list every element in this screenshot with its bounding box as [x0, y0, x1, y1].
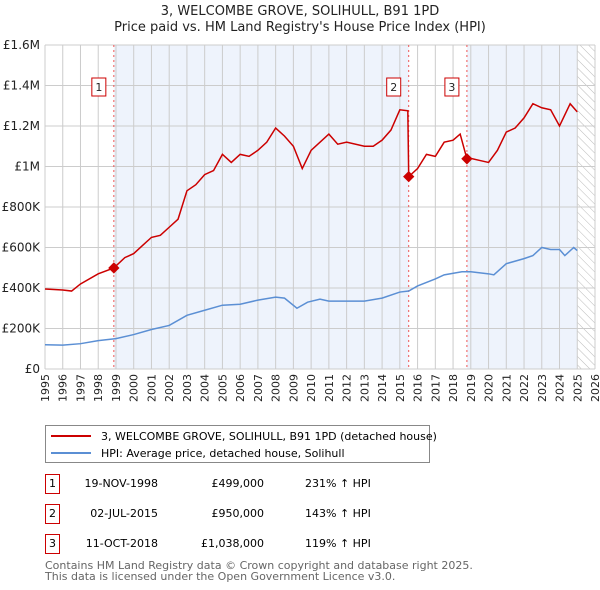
x-tick-label: 2012 — [341, 374, 354, 402]
x-tick-label: 2015 — [394, 374, 407, 402]
sale-price: £1,038,000 — [201, 537, 264, 550]
table-row: 1 19-NOV-1998 £499,000 231% ↑ HPI — [45, 474, 445, 494]
sale-label-box — [444, 77, 460, 97]
x-tick-label: 2018 — [447, 374, 460, 402]
chart-title: 3, WELCOMBE GROVE, SOLIHULL, B91 1PD — [160, 4, 440, 19]
x-tick-label: 1995 — [39, 374, 52, 402]
series-line — [44, 102, 578, 292]
table-row: 3 11-OCT-2018 £1,038,000 119% ↑ HPI — [45, 534, 445, 554]
sale-marker-badge: 3 — [45, 534, 60, 554]
x-tick-label: 2007 — [252, 374, 265, 402]
x-tick-label: 2026 — [589, 374, 600, 402]
y-tick-label: £0 — [25, 362, 40, 376]
sale-date: 02-JUL-2015 — [90, 507, 158, 520]
x-tick-label: 2021 — [500, 374, 513, 402]
sale-hpi: 143% ↑ HPI — [305, 507, 371, 520]
price-chart: 1995 1996 1997 1998 1999 2000 2001 2002 2003 2004… — [2, 38, 600, 402]
y-tick-label: £1M — [14, 160, 40, 174]
sale-date: 19-NOV-1998 — [84, 477, 158, 490]
x-tick-label: 2003 — [181, 374, 194, 402]
sale-hpi: 119% ↑ HPI — [305, 537, 371, 550]
y-tick-label: £1.2M — [3, 119, 40, 133]
x-tick-label: 2009 — [287, 374, 300, 402]
legend-item-hpi: HPI: Average price, detached house, Soli… — [46, 445, 345, 461]
y-tick-label: £1.6M — [3, 38, 40, 52]
x-tick-label: 1996 — [57, 374, 70, 402]
x-tick-label: 2011 — [323, 374, 336, 402]
x-tick-label: 2006 — [234, 374, 247, 402]
sale-hpi: 231% ↑ HPI — [305, 477, 371, 490]
sale-label: 3 — [448, 81, 455, 94]
x-tick-label: 2023 — [536, 374, 549, 402]
y-tick-label: £800K — [2, 200, 42, 214]
x-tick-label: 2025 — [571, 374, 584, 402]
sale-point — [403, 170, 415, 183]
legend-swatch-blue — [51, 452, 91, 454]
x-tick-label: 1997 — [74, 374, 87, 402]
legend-label: HPI: Average price, detached house, Soli… — [101, 446, 345, 460]
legend-label: 3, WELCOMBE GROVE, SOLIHULL, B91 1PD (de… — [101, 429, 437, 443]
sale-marker-badge: 2 — [45, 504, 60, 524]
legend-swatch-red — [51, 435, 91, 437]
x-tick-label: 2002 — [163, 374, 176, 402]
sale-label-box — [386, 77, 402, 97]
x-tick-label: 2017 — [429, 374, 442, 402]
sale-date: 11-OCT-2018 — [85, 537, 158, 550]
y-tick-label: £200K — [2, 322, 42, 336]
legend-item-property: 3, WELCOMBE GROVE, SOLIHULL, B91 1PD (de… — [46, 428, 437, 444]
y-tick-label: £600K — [2, 241, 42, 255]
x-tick-label: 2000 — [128, 374, 141, 402]
series-line — [44, 246, 578, 346]
x-tick-label: 2019 — [465, 374, 478, 402]
sale-price: £950,000 — [211, 507, 265, 520]
x-tick-label: 2001 — [145, 374, 158, 402]
x-tick-label: 2020 — [483, 374, 496, 402]
table-row: 2 02-JUL-2015 £950,000 143% ↑ HPI — [45, 504, 445, 524]
sale-point — [461, 153, 473, 165]
chart-subtitle: Price paid vs. HM Land Registry's House … — [114, 20, 486, 35]
sale-label-box — [91, 77, 107, 97]
x-tick-label: 2016 — [412, 374, 425, 402]
x-tick-label: 2010 — [305, 374, 318, 402]
x-tick-label: 2013 — [358, 374, 371, 402]
y-tick-label: £1.4M — [3, 79, 40, 93]
legend: 3, WELCOMBE GROVE, SOLIHULL, B91 1PD (de… — [45, 425, 437, 463]
footer-licence: This data is licensed under the Open Gov… — [45, 570, 396, 583]
x-tick-label: 2004 — [199, 374, 212, 402]
x-tick-label: 2014 — [376, 374, 389, 402]
x-tick-label: 2005 — [216, 374, 229, 402]
x-tick-label: 1999 — [110, 374, 123, 402]
x-tick-label: 2008 — [270, 374, 283, 402]
x-tick-label: 2024 — [554, 374, 567, 402]
y-tick-label: £400K — [2, 281, 42, 295]
sale-price: £499,000 — [211, 477, 265, 490]
sale-label: 2 — [390, 81, 397, 94]
x-tick-label: 2022 — [518, 374, 531, 402]
sale-marker-badge: 1 — [45, 474, 60, 494]
x-tick-label: 1998 — [92, 374, 105, 402]
footer-copyright: Contains HM Land Registry data © Crown c… — [45, 559, 473, 572]
sale-label: 1 — [95, 81, 102, 94]
